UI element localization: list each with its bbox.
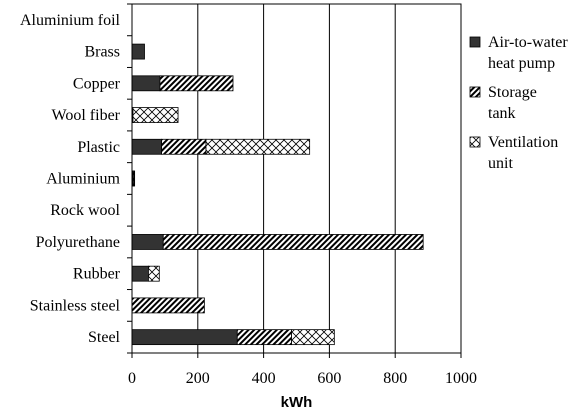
bar-1 (131, 329, 238, 346)
bar-3 (205, 138, 311, 155)
legend-swatch-1 (469, 36, 481, 48)
bar-1 (131, 265, 149, 282)
plot-frame (131, 3, 462, 354)
gridlines (197, 4, 396, 353)
x-tick-label: 400 (252, 370, 276, 387)
category-label: Aluminium foil (20, 12, 121, 29)
x-tick-label: 600 (317, 370, 341, 387)
bar-2 (131, 297, 205, 314)
category-label: Rock wool (50, 202, 120, 219)
x-tick-label: 200 (186, 370, 210, 387)
legend-swatch-3 (469, 136, 481, 148)
bar-3 (132, 107, 179, 123)
bar-3 (148, 265, 160, 282)
bar-3 (291, 329, 335, 346)
category-label: Polyurethane (36, 234, 120, 251)
category-label: Plastic (77, 139, 120, 156)
category-label: Copper (73, 75, 121, 92)
category-label: Steel (88, 329, 121, 346)
category-label: Aluminium (46, 171, 120, 188)
x-tick-label: 800 (383, 370, 407, 387)
labels: 0 200 400 600 800 1000 Aluminium foil Brass Copp… (20, 12, 477, 411)
bar-3 (133, 170, 136, 187)
legend-label: tank (488, 105, 516, 122)
bar-1 (131, 234, 164, 250)
x-tick-label: 1000 (445, 370, 477, 387)
x-tick-label: 0 (128, 370, 136, 387)
legend-label: heat pump (488, 55, 555, 72)
category-label: Brass (84, 44, 120, 61)
legend: Air-to-water heat pump Storage tank Ventilat… (469, 34, 568, 172)
bar-1 (131, 138, 163, 155)
legend-swatch-2 (469, 86, 481, 98)
bar-2 (236, 329, 292, 346)
bar-2 (162, 234, 424, 250)
legend-label: Air-to-water (488, 34, 568, 51)
bars (131, 43, 424, 346)
bar-2 (161, 138, 207, 155)
bar-2 (159, 75, 234, 92)
x-axis-title: kWh (281, 394, 313, 411)
axes (127, 3, 462, 358)
category-label: Wool fiber (52, 107, 121, 124)
legend-label: unit (488, 155, 513, 172)
category-label: Stainless steel (30, 297, 121, 314)
legend-label: Ventilation (488, 134, 558, 151)
legend-label: Storage (488, 84, 537, 101)
bar-1 (131, 43, 145, 60)
bar-1 (131, 75, 161, 92)
category-label: Rubber (73, 266, 121, 283)
